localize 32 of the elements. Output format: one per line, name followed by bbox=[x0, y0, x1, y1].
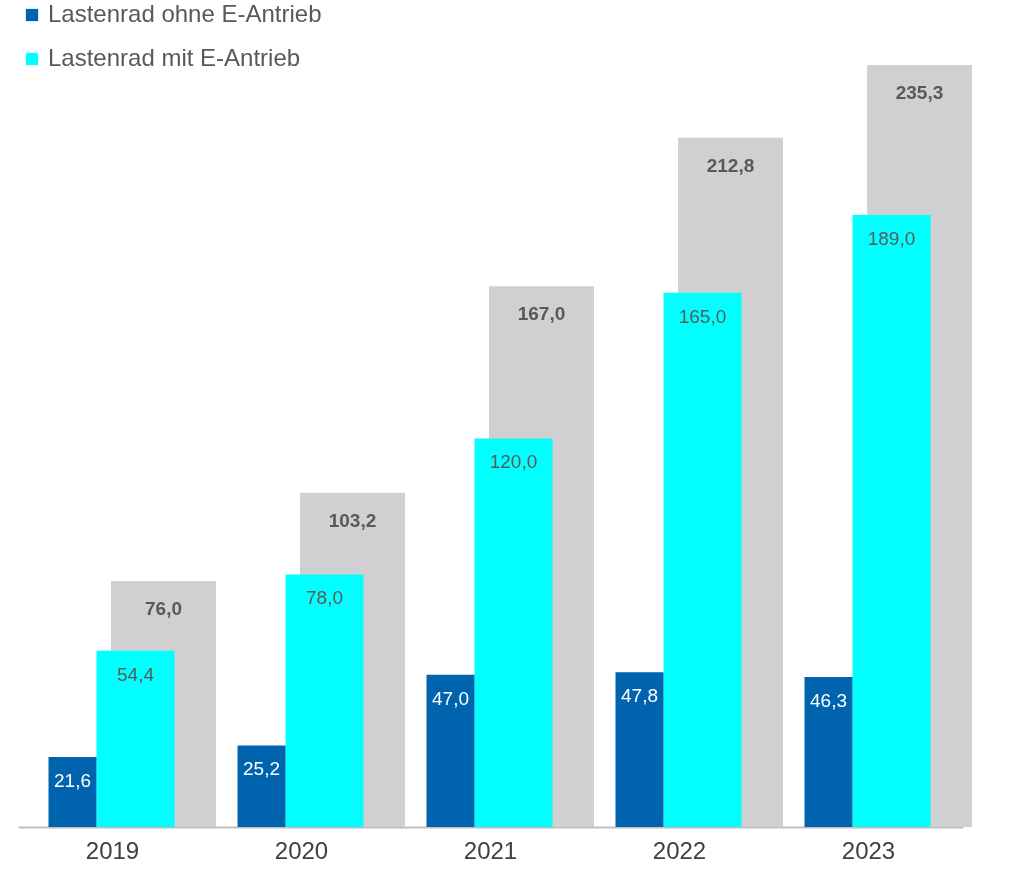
data-label: 103,2 bbox=[328, 509, 377, 531]
x-tick-label: 2019 bbox=[85, 836, 140, 864]
x-tick-label: 2021 bbox=[463, 836, 518, 864]
data-label: 54,4 bbox=[117, 663, 155, 685]
bar bbox=[96, 650, 175, 827]
x-tick-label: 2022 bbox=[652, 836, 707, 864]
data-label: 167,0 bbox=[517, 303, 566, 325]
legend-label: Lastenrad mit E-Antrieb bbox=[48, 44, 301, 71]
legend-label: Lastenrad ohne E-Antrieb bbox=[48, 0, 322, 27]
data-label: 21,6 bbox=[54, 770, 91, 792]
data-label: 78,0 bbox=[306, 587, 343, 609]
data-label: 120,0 bbox=[489, 451, 538, 473]
bar bbox=[426, 674, 475, 827]
bar bbox=[48, 757, 97, 827]
data-label: 47,0 bbox=[432, 687, 469, 709]
data-label: 212,8 bbox=[706, 154, 755, 176]
data-label: 189,0 bbox=[867, 227, 916, 249]
x-tick-label: 2020 bbox=[274, 836, 329, 864]
bar bbox=[285, 574, 364, 827]
data-label: 46,3 bbox=[810, 690, 847, 712]
data-label: 25,2 bbox=[243, 758, 280, 780]
bar bbox=[663, 292, 742, 827]
bar bbox=[237, 745, 286, 827]
data-label: 76,0 bbox=[145, 597, 182, 619]
data-label: 235,3 bbox=[895, 82, 944, 103]
bar bbox=[615, 672, 664, 827]
data-label: 47,8 bbox=[621, 685, 658, 707]
bar bbox=[804, 677, 853, 827]
data-label: 165,0 bbox=[678, 305, 727, 327]
x-tick-label: 2023 bbox=[841, 836, 896, 864]
bar bbox=[474, 438, 553, 827]
bar bbox=[852, 214, 931, 827]
